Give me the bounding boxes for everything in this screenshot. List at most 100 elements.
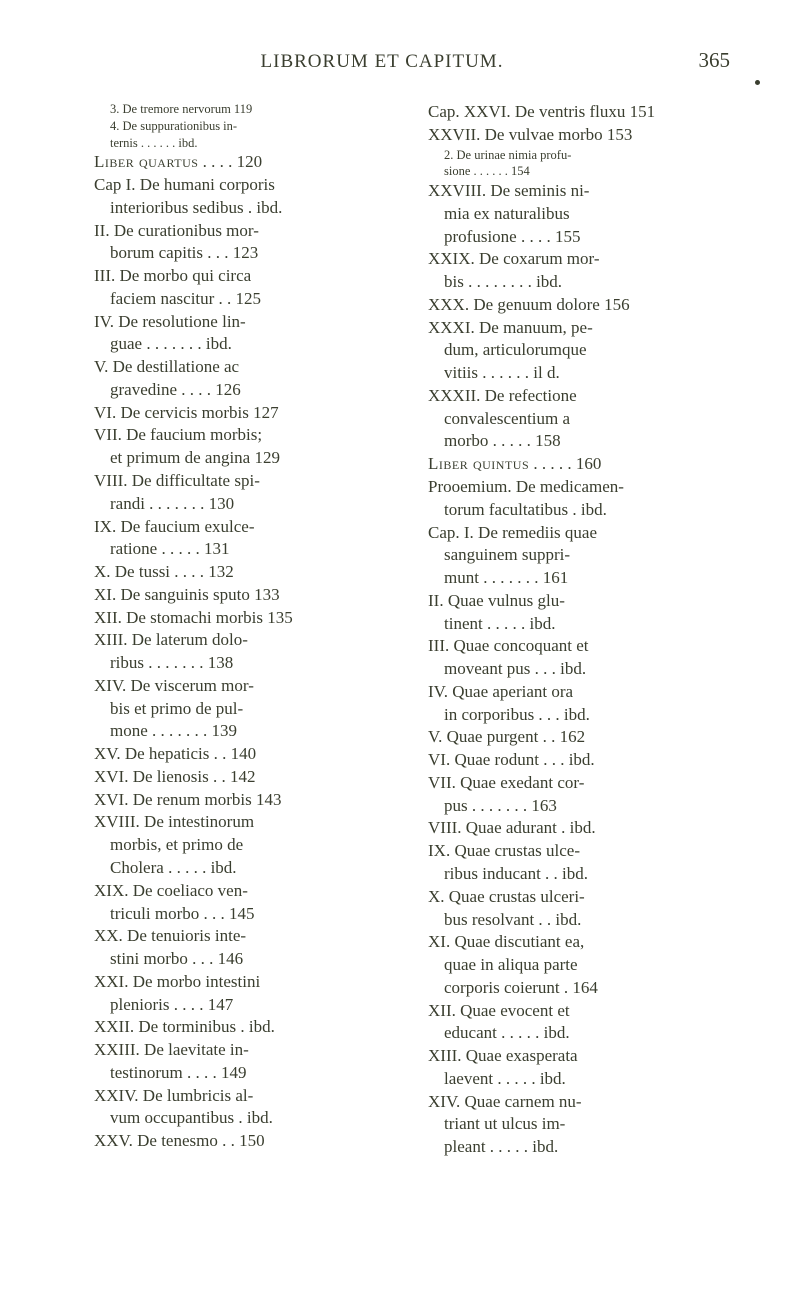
index-line: Cap. I. De remediis quae <box>428 522 738 545</box>
index-line: XXIV. De lumbricis al- <box>94 1085 404 1108</box>
right-column: Cap. XXVI. De ventris fluxu 151XXVII. De… <box>428 101 738 1159</box>
index-line: XV. De hepaticis . . 140 <box>94 743 404 766</box>
index-line: Cap I. De humani corporis <box>94 174 404 197</box>
index-line: IV. De resolutione lin- <box>94 311 404 334</box>
index-line: IX. Quae crustas ulce- <box>428 840 738 863</box>
index-line: XIV. De viscerum mor- <box>94 675 404 698</box>
index-line: bis et primo de pul- <box>94 698 404 721</box>
index-line: vitiis . . . . . . il d. <box>428 362 738 385</box>
index-line: VIII. De difficultate spi- <box>94 470 404 493</box>
index-line: bis . . . . . . . . ibd. <box>428 271 738 294</box>
page-header: LIBRORUM ET CAPITUM. 365 <box>94 48 738 73</box>
index-line: triculi morbo . . . 145 <box>94 903 404 926</box>
index-line: plenioris . . . . 147 <box>94 994 404 1017</box>
index-line: sione . . . . . . 154 <box>428 163 738 180</box>
index-line: borum capitis . . . 123 <box>94 242 404 265</box>
index-line: VII. Quae exedant cor- <box>428 772 738 795</box>
index-line: et primum de angina 129 <box>94 447 404 470</box>
index-line: laevent . . . . . ibd. <box>428 1068 738 1091</box>
index-line: XXIX. De coxarum mor- <box>428 248 738 271</box>
index-line: morbis, et primo de <box>94 834 404 857</box>
index-line: guae . . . . . . . ibd. <box>94 333 404 356</box>
index-line: dum, articulorumque <box>428 339 738 362</box>
page: LIBRORUM ET CAPITUM. 365 3. De tremore n… <box>0 0 800 1293</box>
index-line: profusione . . . . 155 <box>428 226 738 249</box>
margin-dot-icon <box>755 80 760 85</box>
index-line: gravedine . . . . 126 <box>94 379 404 402</box>
left-column: 3. De tremore nervorum 1194. De suppurat… <box>94 101 404 1159</box>
index-line: ratione . . . . . 131 <box>94 538 404 561</box>
index-line: Liber quartus . . . . 120 <box>94 151 404 174</box>
index-line: bus resolvant . . ibd. <box>428 909 738 932</box>
index-line: 4. De suppurationibus in- <box>94 118 404 135</box>
index-line: Cholera . . . . . ibd. <box>94 857 404 880</box>
index-line: triant ut ulcus im- <box>428 1113 738 1136</box>
index-line: vum occupantibus . ibd. <box>94 1107 404 1130</box>
index-line: V. Quae purgent . . 162 <box>428 726 738 749</box>
index-line: II. Quae vulnus glu- <box>428 590 738 613</box>
index-line: corporis coierunt . 164 <box>428 977 738 1000</box>
index-line: Liber quintus . . . . . 160 <box>428 453 738 476</box>
index-line: XXII. De torminibus . ibd. <box>94 1016 404 1039</box>
index-line: stini morbo . . . 146 <box>94 948 404 971</box>
index-line: ribus . . . . . . . 138 <box>94 652 404 675</box>
index-line: faciem nascitur . . 125 <box>94 288 404 311</box>
index-line: 3. De tremore nervorum 119 <box>94 101 404 118</box>
index-line: sanguinem suppri- <box>428 544 738 567</box>
running-title: LIBRORUM ET CAPITUM. <box>94 51 670 73</box>
index-line: VIII. Quae adurant . ibd. <box>428 817 738 840</box>
index-line: XVI. De renum morbis 143 <box>94 789 404 812</box>
index-line: XXI. De morbo intestini <box>94 971 404 994</box>
index-line: X. Quae crustas ulceri- <box>428 886 738 909</box>
index-line: XII. De stomachi morbis 135 <box>94 607 404 630</box>
index-line: XXV. De tenesmo . . 150 <box>94 1130 404 1153</box>
index-line: interioribus sedibus . ibd. <box>94 197 404 220</box>
index-line: XXIII. De laevitate in- <box>94 1039 404 1062</box>
index-line: IX. De faucium exulce- <box>94 516 404 539</box>
index-line: ternis . . . . . . ibd. <box>94 135 404 152</box>
index-line: pleant . . . . . ibd. <box>428 1136 738 1159</box>
index-line: XXVIII. De seminis ni- <box>428 180 738 203</box>
index-line: XI. Quae discutiant ea, <box>428 931 738 954</box>
index-line: 2. De urinae nimia profu- <box>428 147 738 164</box>
index-line: XII. Quae evocent et <box>428 1000 738 1023</box>
index-line: munt . . . . . . . 161 <box>428 567 738 590</box>
index-line: tinent . . . . . ibd. <box>428 613 738 636</box>
index-line: quae in aliqua parte <box>428 954 738 977</box>
index-line: in corporibus . . . ibd. <box>428 704 738 727</box>
index-line: XXXI. De manuum, pe- <box>428 317 738 340</box>
index-line: X. De tussi . . . . 132 <box>94 561 404 584</box>
index-line: moveant pus . . . ibd. <box>428 658 738 681</box>
index-line: Cap. XXVI. De ventris fluxu 151 <box>428 101 738 124</box>
index-line: XIII. Quae exasperata <box>428 1045 738 1068</box>
index-line: torum facultatibus . ibd. <box>428 499 738 522</box>
index-line: XXVII. De vulvae morbo 153 <box>428 124 738 147</box>
index-line: mone . . . . . . . 139 <box>94 720 404 743</box>
index-line: VII. De faucium morbis; <box>94 424 404 447</box>
index-line: V. De destillatione ac <box>94 356 404 379</box>
index-line: pus . . . . . . . 163 <box>428 795 738 818</box>
index-line: IV. Quae aperiant ora <box>428 681 738 704</box>
index-line: XXX. De genuum dolore 156 <box>428 294 738 317</box>
index-line: VI. De cervicis morbis 127 <box>94 402 404 425</box>
index-line: XIII. De laterum dolo- <box>94 629 404 652</box>
index-line: III. De morbo qui circa <box>94 265 404 288</box>
index-line: XXXII. De refectione <box>428 385 738 408</box>
index-line: morbo . . . . . 158 <box>428 430 738 453</box>
columns: 3. De tremore nervorum 1194. De suppurat… <box>94 101 738 1159</box>
index-line: XVI. De lienosis . . 142 <box>94 766 404 789</box>
index-line: Prooemium. De medicamen- <box>428 476 738 499</box>
index-line: educant . . . . . ibd. <box>428 1022 738 1045</box>
index-line: XX. De tenuioris inte- <box>94 925 404 948</box>
index-line: XI. De sanguinis sputo 133 <box>94 584 404 607</box>
index-line: XIV. Quae carnem nu- <box>428 1091 738 1114</box>
index-line: XVIII. De intestinorum <box>94 811 404 834</box>
index-line: randi . . . . . . . 130 <box>94 493 404 516</box>
index-line: III. Quae concoquant et <box>428 635 738 658</box>
index-line: II. De curationibus mor- <box>94 220 404 243</box>
index-line: convalescentium a <box>428 408 738 431</box>
index-line: XIX. De coeliaco ven- <box>94 880 404 903</box>
index-line: testinorum . . . . 149 <box>94 1062 404 1085</box>
index-line: mia ex naturalibus <box>428 203 738 226</box>
page-number: 365 <box>670 48 730 73</box>
